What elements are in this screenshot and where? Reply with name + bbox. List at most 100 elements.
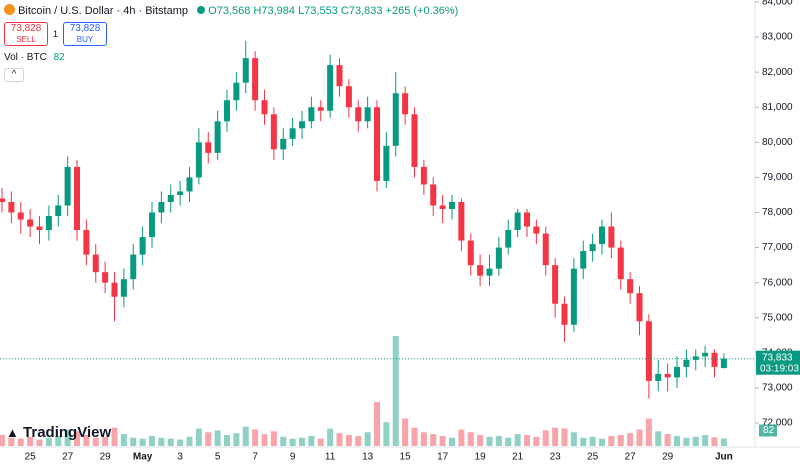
volume-last-box [759, 424, 777, 437]
candle-body [195, 142, 202, 178]
volume-bar [27, 436, 34, 446]
candle-body [683, 359, 690, 367]
x-tick-label: 27 [62, 452, 74, 463]
volume-bar [280, 436, 287, 446]
volume-bar [420, 432, 427, 446]
candle-body [177, 191, 184, 195]
y-tick-label: 75,000 [762, 312, 793, 323]
x-tick-label: 25 [587, 452, 599, 463]
volume-bar [720, 438, 727, 446]
volume-bar [580, 437, 587, 446]
candle-body [711, 352, 718, 367]
candle-body [664, 373, 671, 378]
volume-bar [139, 438, 146, 446]
candle-body [27, 219, 34, 227]
x-tick-label: 29 [662, 452, 674, 463]
volume-bar [374, 402, 380, 446]
candle-body [317, 107, 324, 111]
y-tick-label: 83,000 [762, 32, 793, 43]
x-tick-label: 13 [362, 452, 374, 463]
candle-body [720, 358, 727, 368]
candle-body [552, 265, 559, 304]
sell-label: SELL [16, 35, 36, 44]
y-tick-label: 77,000 [762, 242, 793, 253]
logo-text: TradingView [23, 424, 112, 441]
volume-bar [130, 437, 137, 446]
buy-label: BUY [76, 35, 94, 44]
volume-bar [458, 429, 465, 446]
volume-bar [195, 428, 202, 446]
candle-body [495, 247, 502, 269]
candle-body [64, 166, 71, 206]
volume-bar [327, 428, 334, 446]
candle-body [458, 201, 465, 241]
volume-bar [392, 336, 399, 446]
volume-bar [111, 427, 118, 446]
spread: 1 [53, 29, 59, 39]
candle-body [45, 216, 52, 231]
volume-bar [411, 427, 418, 446]
candle-body [224, 100, 230, 122]
volume-bar [149, 435, 155, 446]
countdown-label: 03:19:03 [760, 363, 799, 374]
ohlc-high: H73,984 [253, 5, 295, 17]
candle-body [0, 198, 5, 202]
volume-bar [524, 435, 530, 446]
volume-bar [645, 418, 652, 446]
candle-body [130, 254, 137, 280]
volume-bar [449, 437, 455, 446]
candle-body [17, 212, 24, 220]
buy-price: 73,828 [69, 23, 101, 34]
candle-body [617, 247, 624, 280]
candle-body [636, 293, 643, 322]
volume-bar [533, 436, 540, 446]
candle-body [608, 226, 615, 248]
volume-bar [55, 435, 62, 446]
ohlc-change: +265 (+0.36%) [385, 5, 459, 17]
volume-bar [308, 435, 315, 446]
candle-body [580, 251, 587, 269]
y-tick-label: 82,000 [762, 67, 793, 78]
candle-body [8, 201, 15, 213]
x-tick-label: 21 [512, 452, 524, 463]
volume-bar [36, 439, 43, 446]
volume-bar [8, 437, 15, 446]
candle-body [364, 107, 371, 122]
x-tick-label: 19 [475, 452, 487, 463]
candle-body [411, 114, 418, 167]
x-tick-label: 7 [252, 452, 258, 463]
volume-bar [702, 435, 709, 446]
volume-bar [655, 431, 662, 446]
volume-bar [64, 429, 71, 446]
volume-bar [692, 436, 699, 446]
volume-bar [467, 432, 474, 446]
candle-body [289, 128, 296, 139]
x-tick-label: 15 [400, 452, 412, 463]
volume-bar [205, 432, 212, 446]
logo: ▲ TradingView [6, 424, 111, 441]
candle-body [36, 226, 43, 231]
x-tick-label: 29 [100, 452, 112, 463]
volume-bar [186, 436, 193, 446]
candle-body [533, 226, 540, 234]
candle-body [102, 272, 109, 283]
volume-bar [345, 435, 352, 446]
volume-bar [17, 438, 24, 446]
candle-body [242, 58, 249, 83]
symbol-title: Bitcoin / U.S. Dollar · 4h · Bitstamp [18, 5, 189, 17]
volume-bar [336, 433, 343, 446]
candle-body [674, 366, 680, 378]
collapse-button[interactable]: ^ [4, 68, 24, 82]
sell-button[interactable]: 73,828 SELL [4, 22, 48, 46]
buy-button[interactable]: 73,828 BUY [63, 22, 107, 46]
candle-body [280, 138, 287, 150]
y-tick-label: 84,000 [762, 0, 793, 8]
candle-body [92, 254, 99, 273]
x-tick-label: 11 [325, 452, 336, 463]
y-tick-label: 79,000 [762, 172, 793, 183]
volume-bar [45, 437, 52, 446]
candle-body [486, 268, 493, 276]
volume-bar [589, 436, 596, 446]
volume-bar [636, 429, 643, 446]
